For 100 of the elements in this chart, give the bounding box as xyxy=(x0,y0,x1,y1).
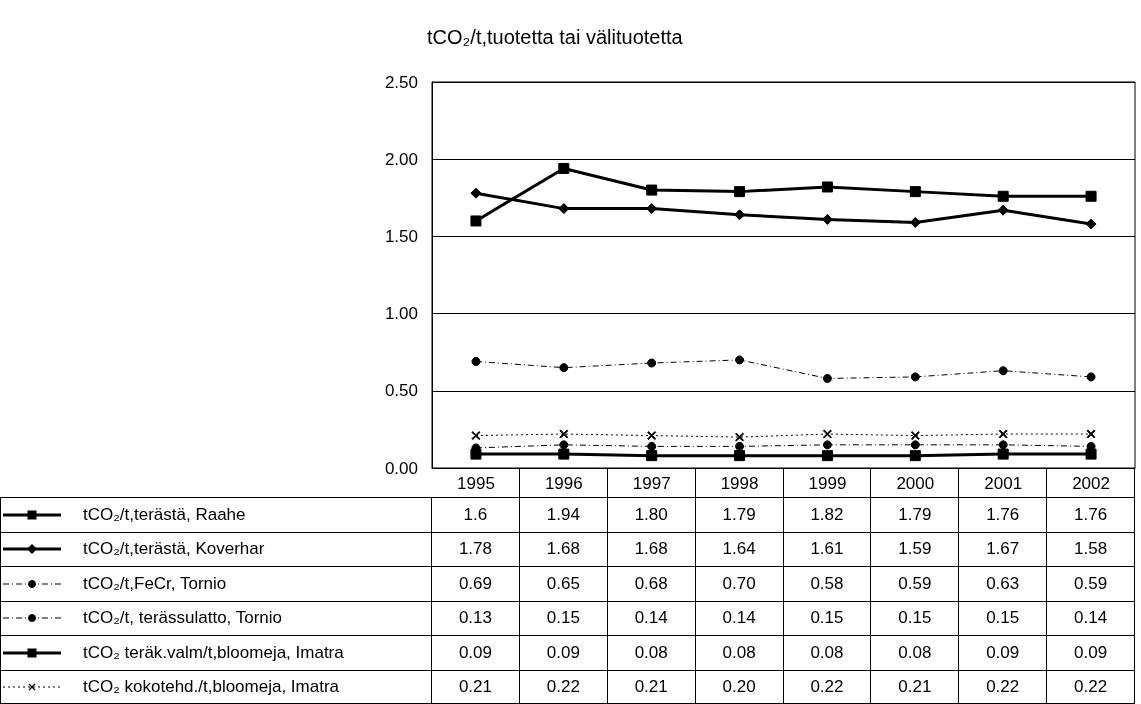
data-label: 0.14 xyxy=(1047,601,1135,635)
data-label: 0.59 xyxy=(1047,567,1135,601)
data-label: 0.14 xyxy=(607,601,696,635)
point xyxy=(470,448,482,460)
point xyxy=(734,450,746,462)
data-label: 0.68 xyxy=(607,567,696,601)
point xyxy=(1085,218,1097,230)
point xyxy=(1086,429,1096,439)
point xyxy=(997,190,1009,202)
data-label: 0.14 xyxy=(695,601,784,635)
point xyxy=(734,186,746,198)
data-label: 1.59 xyxy=(871,532,960,566)
data-label: 0.63 xyxy=(959,567,1048,601)
point xyxy=(910,372,920,382)
point xyxy=(998,429,1008,439)
data-label: 0.22 xyxy=(519,670,608,704)
legend-label: tCO₂/t,FeCr, Tornio xyxy=(83,573,227,594)
point xyxy=(558,448,570,460)
data-label: 1.78 xyxy=(432,532,520,566)
legend-label: tCO₂ teräk.valm/t,bloomeja, Imatra xyxy=(83,642,344,663)
point xyxy=(1085,190,1097,202)
point xyxy=(822,373,832,383)
data-label: 0.15 xyxy=(959,601,1048,635)
data-label: 0.08 xyxy=(871,636,960,670)
data-label: 0.22 xyxy=(1047,670,1135,704)
point xyxy=(998,366,1008,376)
point xyxy=(910,440,920,450)
point xyxy=(735,432,745,442)
point xyxy=(735,355,745,365)
chart-title: tCO₂/t,tuotetta tai välituotetta xyxy=(427,26,684,48)
data-label: 1.68 xyxy=(607,532,696,566)
point xyxy=(910,431,920,441)
data-label: 1.64 xyxy=(695,532,784,566)
data-label: 0.08 xyxy=(695,636,784,670)
data-label: 1.80 xyxy=(607,498,696,532)
point xyxy=(559,440,569,450)
x-tick-label: 2001 xyxy=(984,474,1023,493)
x-tick-label: 2000 xyxy=(896,474,935,493)
x-tick-label: 1999 xyxy=(808,474,847,493)
legend-label: tCO₂ kokotehd./t,bloomeja, Imatra xyxy=(83,677,340,698)
data-label: 0.09 xyxy=(1047,636,1135,670)
data-label: 1.61 xyxy=(783,532,872,566)
data-label: 1.68 xyxy=(519,532,608,566)
data-label: 1.6 xyxy=(432,498,520,532)
data-label: 0.59 xyxy=(871,567,960,601)
y-tick-label: 1.00 xyxy=(384,304,418,324)
data-label: 1.79 xyxy=(695,498,784,532)
legend-label: tCO₂/t,terästä, Koverhar xyxy=(83,539,265,560)
x-tick-label: 1996 xyxy=(544,474,583,493)
x-tick-label: 1997 xyxy=(632,474,671,493)
data-label: 0.13 xyxy=(432,601,520,635)
data-label: 0.09 xyxy=(959,636,1048,670)
data-label: 0.21 xyxy=(607,670,696,704)
data-label: 1.58 xyxy=(1047,532,1135,566)
data-label: 1.67 xyxy=(959,532,1048,566)
point xyxy=(471,356,481,366)
point xyxy=(647,431,657,441)
y-tick-label: 2.00 xyxy=(384,149,418,169)
data-label: 0.21 xyxy=(871,670,960,704)
point xyxy=(470,215,482,227)
data-label: 0.15 xyxy=(783,601,872,635)
data-label: 0.20 xyxy=(695,670,784,704)
data-label: 0.21 xyxy=(432,670,520,704)
point xyxy=(998,440,1008,450)
point xyxy=(1085,448,1097,460)
y-tick-label: 0.00 xyxy=(384,458,418,478)
x-tick-label: 2002 xyxy=(1072,474,1110,493)
data-label: 0.70 xyxy=(695,567,784,601)
point xyxy=(909,217,921,228)
data-label: 1.76 xyxy=(1047,498,1135,532)
data-label: 1.79 xyxy=(871,498,960,532)
data-label: 0.08 xyxy=(783,636,872,670)
data-label: 0.58 xyxy=(783,567,872,601)
point xyxy=(646,184,658,196)
point xyxy=(647,441,657,451)
x-tick-label: 1995 xyxy=(457,474,495,493)
legend-label: tCO₂/t,terästä, Raahe xyxy=(83,504,246,525)
legend-label: tCO₂/t, terässulatto, Tornio xyxy=(83,608,283,629)
data-label: 1.94 xyxy=(519,498,608,532)
data-label: 0.09 xyxy=(519,636,608,670)
point xyxy=(646,450,658,462)
data-label: 0.09 xyxy=(432,636,520,670)
data-label: 1.82 xyxy=(783,498,872,532)
point xyxy=(470,187,482,199)
point xyxy=(821,450,833,462)
data-label: 0.15 xyxy=(871,601,960,635)
point xyxy=(822,440,832,450)
data-label: 0.08 xyxy=(607,636,696,670)
point xyxy=(559,363,569,373)
x-tick-label: 1998 xyxy=(720,474,759,493)
y-tick-label: 0.50 xyxy=(384,381,418,401)
point xyxy=(559,429,569,439)
point xyxy=(822,429,832,439)
data-label: 0.69 xyxy=(432,567,520,601)
point xyxy=(558,162,570,174)
point xyxy=(909,450,921,462)
point xyxy=(997,448,1009,460)
data-label: 0.15 xyxy=(519,601,608,635)
point xyxy=(821,181,833,193)
data-label: 0.22 xyxy=(783,670,872,704)
